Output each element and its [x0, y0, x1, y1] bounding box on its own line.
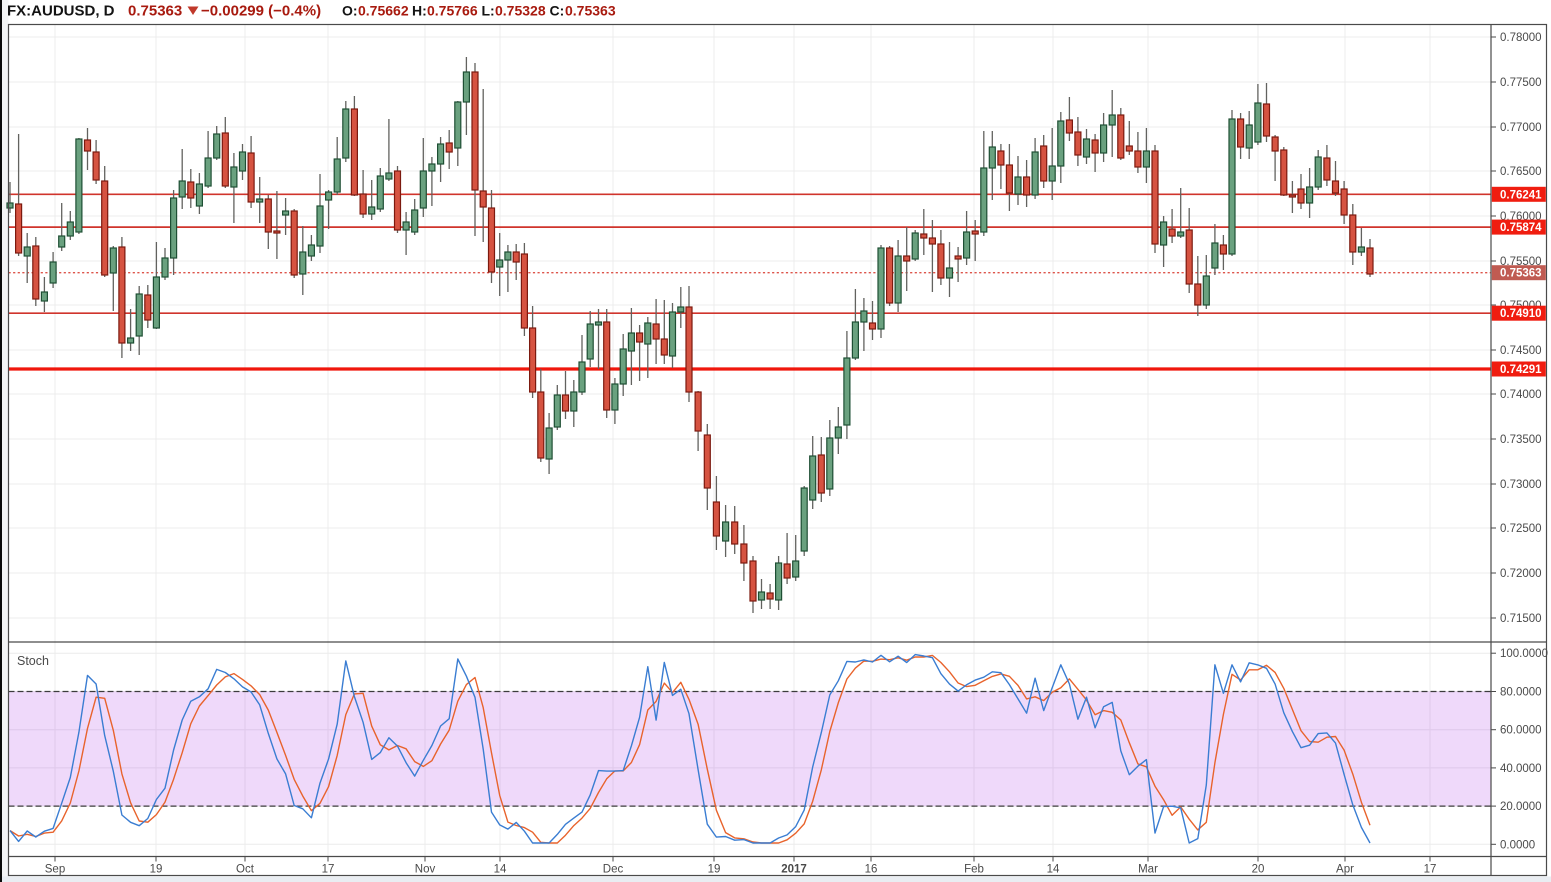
svg-text:0.75363: 0.75363 — [1500, 268, 1542, 280]
svg-text:0.77500: 0.77500 — [1500, 77, 1542, 89]
svg-text:FX:AUDUSD, D: FX:AUDUSD, D — [7, 3, 115, 20]
svg-text:0.75766: 0.75766 — [427, 3, 478, 19]
svg-text:0.75662: 0.75662 — [358, 3, 409, 19]
svg-text:0.72500: 0.72500 — [1500, 523, 1542, 535]
svg-text:0.71500: 0.71500 — [1500, 613, 1542, 625]
svg-text:0.72000: 0.72000 — [1500, 568, 1542, 580]
svg-text:0.77000: 0.77000 — [1500, 122, 1542, 134]
svg-text:40.0000: 40.0000 — [1500, 763, 1542, 775]
svg-text:0.75363: 0.75363 — [128, 3, 182, 20]
svg-text:0.75363: 0.75363 — [565, 3, 616, 19]
svg-text:Mar: Mar — [1138, 864, 1158, 876]
svg-text:0.0000: 0.0000 — [1500, 839, 1535, 851]
svg-text:17: 17 — [1424, 864, 1437, 876]
svg-text:14: 14 — [1047, 864, 1060, 876]
svg-text:Sep: Sep — [45, 864, 65, 876]
svg-text:L:: L: — [482, 3, 495, 19]
svg-text:19: 19 — [708, 864, 721, 876]
svg-text:Apr: Apr — [1336, 864, 1354, 876]
svg-text:0.76500: 0.76500 — [1500, 166, 1542, 178]
svg-text:Stoch: Stoch — [17, 654, 49, 668]
svg-text:0.73000: 0.73000 — [1500, 479, 1542, 491]
svg-text:20.0000: 20.0000 — [1500, 801, 1542, 813]
svg-text:100.0000: 100.0000 — [1500, 648, 1548, 660]
svg-text:0.74500: 0.74500 — [1500, 345, 1542, 357]
svg-text:Nov: Nov — [415, 864, 436, 876]
svg-text:−0.00299 (−0.4%): −0.00299 (−0.4%) — [201, 3, 321, 20]
svg-text:Dec: Dec — [603, 864, 624, 876]
svg-text:H:: H: — [412, 3, 427, 19]
svg-text:Feb: Feb — [964, 864, 984, 876]
svg-text:0.75328: 0.75328 — [495, 3, 546, 19]
svg-text:O:: O: — [342, 3, 358, 19]
svg-text:0.74000: 0.74000 — [1500, 389, 1542, 401]
svg-text:0.78000: 0.78000 — [1500, 32, 1542, 44]
svg-text:16: 16 — [865, 864, 878, 876]
svg-text:0.75500: 0.75500 — [1500, 256, 1542, 268]
svg-text:19: 19 — [150, 864, 163, 876]
svg-text:20: 20 — [1252, 864, 1265, 876]
svg-text:Oct: Oct — [236, 864, 255, 876]
svg-text:60.0000: 60.0000 — [1500, 725, 1542, 737]
svg-text:2017: 2017 — [781, 864, 807, 876]
svg-text:17: 17 — [322, 864, 335, 876]
svg-text:C:: C: — [550, 3, 565, 19]
svg-text:0.75874: 0.75874 — [1500, 222, 1542, 234]
svg-text:0.73500: 0.73500 — [1500, 434, 1542, 446]
svg-text:14: 14 — [494, 864, 507, 876]
svg-text:80.0000: 80.0000 — [1500, 687, 1542, 699]
svg-text:0.76241: 0.76241 — [1500, 189, 1542, 201]
svg-text:0.74291: 0.74291 — [1500, 364, 1542, 376]
svg-text:0.74910: 0.74910 — [1500, 308, 1542, 320]
